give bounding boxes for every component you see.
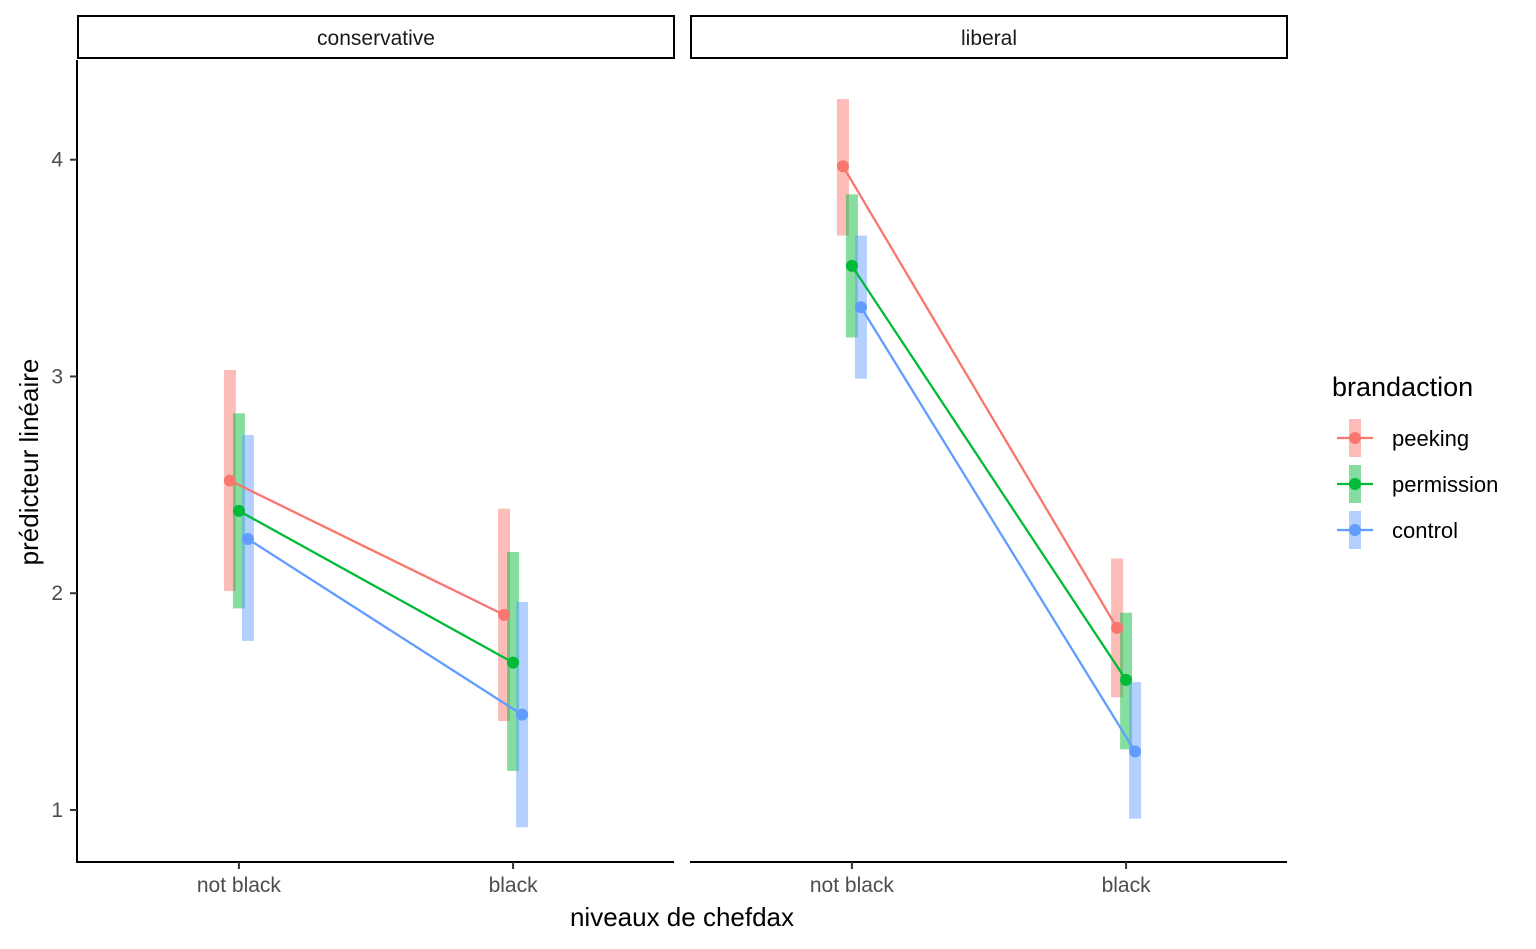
line-liberal-control — [859, 306, 1137, 753]
point-conservative-permission-1 — [507, 656, 520, 669]
legend-label-peeking: peeking — [1392, 426, 1469, 451]
legend-title: brandaction — [1332, 372, 1473, 402]
point-conservative-control-1 — [516, 708, 529, 721]
x-axis-title: niveaux de chefdax — [570, 902, 794, 932]
line-conservative-control — [247, 538, 523, 716]
x-tick-label-0-1: black — [489, 874, 539, 897]
point-liberal-permission-0 — [845, 259, 858, 272]
point-conservative-peeking-1 — [498, 608, 511, 621]
x-tick-label-1-0: not black — [810, 874, 895, 897]
line-liberal-peeking — [841, 165, 1119, 629]
point-conservative-control-0 — [241, 533, 254, 546]
point-conservative-peeking-0 — [223, 474, 236, 487]
legend-label-control: control — [1392, 518, 1458, 543]
legend-label-permission: permission — [1392, 472, 1498, 497]
y-tick-label-4: 4 — [51, 149, 63, 172]
legend-key-control — [1337, 511, 1373, 549]
line-liberal-permission — [850, 265, 1128, 681]
y-tick-label-1: 1 — [51, 799, 63, 822]
x-tick-label-0-0: not black — [197, 874, 282, 897]
y-tick-label-3: 3 — [51, 365, 63, 388]
line-conservative-permission — [238, 509, 514, 664]
panel-liberal — [836, 99, 1142, 819]
y-tick-label-2: 2 — [51, 582, 63, 605]
x-tick-label-1-1: black — [1102, 874, 1152, 897]
point-liberal-control-1 — [1129, 745, 1142, 758]
facet-strip-liberal: liberal — [690, 15, 1288, 59]
point-liberal-peeking-1 — [1111, 621, 1124, 634]
panel-conservative — [223, 369, 529, 828]
legend-key-peeking — [1337, 419, 1373, 457]
facet-label-conservative: conservative — [317, 27, 435, 50]
legend-key-permission — [1337, 465, 1373, 503]
facet-strip-conservative: conservative — [77, 15, 675, 59]
point-conservative-permission-0 — [232, 504, 245, 517]
point-liberal-peeking-0 — [836, 160, 849, 173]
point-liberal-control-0 — [854, 301, 867, 314]
line-conservative-peeking — [229, 479, 505, 616]
facet-label-liberal: liberal — [961, 27, 1017, 50]
axes: not black black not black black 1 2 3 4 — [51, 60, 1287, 897]
y-axis-title: prédicteur linéaire — [14, 359, 44, 566]
point-liberal-permission-1 — [1120, 673, 1133, 686]
legend: brandaction peeking permission control — [1332, 372, 1498, 549]
